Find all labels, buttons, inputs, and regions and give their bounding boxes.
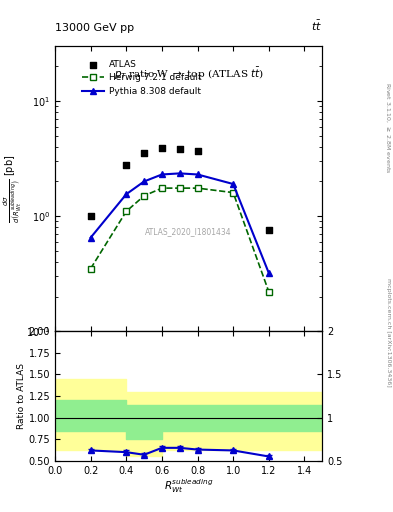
Herwig 7.2.1 default bbox=[177, 185, 182, 191]
Pythia 8.308 default bbox=[231, 181, 235, 187]
Line: Pythia 8.308 default: Pythia 8.308 default bbox=[87, 170, 272, 276]
Herwig 7.2.1 default bbox=[124, 208, 129, 215]
Text: 13000 GeV pp: 13000 GeV pp bbox=[55, 23, 134, 33]
Herwig 7.2.1 default bbox=[142, 193, 147, 199]
Pythia 8.308 default bbox=[160, 172, 164, 178]
ATLAS bbox=[123, 161, 129, 169]
Y-axis label: $\frac{d\sigma}{d\left(R_{Wt}^{subleading}\right)}$ [pb]: $\frac{d\sigma}{d\left(R_{Wt}^{subleadin… bbox=[1, 155, 24, 223]
Herwig 7.2.1 default bbox=[195, 185, 200, 191]
ATLAS bbox=[176, 145, 183, 154]
ATLAS bbox=[88, 212, 94, 220]
Text: $t\bar{t}$: $t\bar{t}$ bbox=[311, 19, 322, 33]
Pythia 8.308 default bbox=[124, 191, 129, 197]
Legend: ATLAS, Herwig 7.2.1 default, Pythia 8.308 default: ATLAS, Herwig 7.2.1 default, Pythia 8.30… bbox=[78, 56, 205, 99]
X-axis label: $R_{Wt}^{subleading}$: $R_{Wt}^{subleading}$ bbox=[164, 477, 213, 495]
ATLAS bbox=[159, 144, 165, 152]
Pythia 8.308 default bbox=[142, 178, 147, 184]
Herwig 7.2.1 default bbox=[266, 289, 271, 295]
Text: mcplots.cern.ch [arXiv:1306.3436]: mcplots.cern.ch [arXiv:1306.3436] bbox=[386, 279, 391, 387]
Pythia 8.308 default bbox=[195, 172, 200, 178]
Text: ATLAS_2020_I1801434: ATLAS_2020_I1801434 bbox=[145, 227, 232, 236]
ATLAS bbox=[266, 226, 272, 234]
Pythia 8.308 default bbox=[88, 234, 93, 241]
Pythia 8.308 default bbox=[177, 170, 182, 177]
Herwig 7.2.1 default bbox=[88, 266, 93, 272]
Herwig 7.2.1 default bbox=[160, 185, 164, 191]
Line: Herwig 7.2.1 default: Herwig 7.2.1 default bbox=[87, 185, 272, 295]
Pythia 8.308 default bbox=[266, 270, 271, 276]
Y-axis label: Ratio to ATLAS: Ratio to ATLAS bbox=[17, 363, 26, 429]
Text: $p_T$ ratio W $\rightarrow$ top (ATLAS $t\bar{t}$): $p_T$ ratio W $\rightarrow$ top (ATLAS $… bbox=[114, 66, 264, 82]
Text: Rivet 3.1.10, $\geq$ 2.8M events: Rivet 3.1.10, $\geq$ 2.8M events bbox=[384, 82, 391, 174]
ATLAS bbox=[195, 146, 201, 155]
ATLAS bbox=[141, 150, 147, 158]
Herwig 7.2.1 default bbox=[231, 189, 235, 196]
